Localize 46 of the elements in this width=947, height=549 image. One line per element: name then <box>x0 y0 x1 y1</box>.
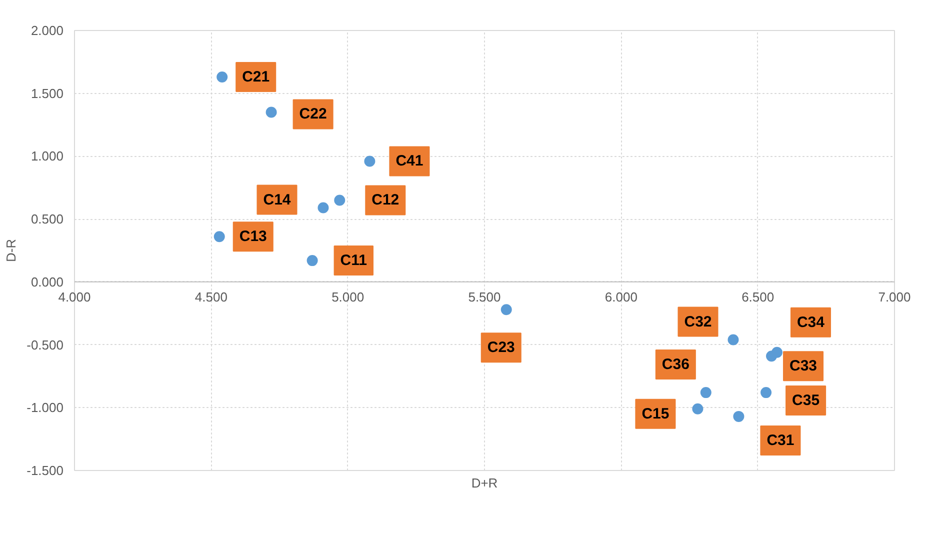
point <box>760 387 772 398</box>
annotation: C15 <box>642 405 670 422</box>
y-tick-label: 2.000 <box>30 23 64 38</box>
point <box>334 194 346 206</box>
y-tick-label: 0.500 <box>30 212 64 227</box>
point <box>766 350 777 362</box>
y-tick-label: 0.000 <box>30 274 64 290</box>
x-axis-title: D+R <box>471 476 498 490</box>
annotation: C13 <box>239 228 267 246</box>
x-tick-label: 6.000 <box>604 290 638 304</box>
x-tick-label: 4.500 <box>194 290 228 304</box>
annotation: C11 <box>340 252 368 270</box>
annotation: C32 <box>684 313 712 330</box>
point <box>692 403 704 414</box>
point <box>214 231 225 242</box>
annotation: C35 <box>792 392 820 410</box>
annotation: C41 <box>396 152 424 170</box>
point <box>364 156 376 167</box>
point <box>728 334 739 346</box>
point <box>216 72 228 83</box>
annotation: C14 <box>263 191 292 208</box>
x-tick-label: 7.000 <box>878 290 911 304</box>
annotation: C34 <box>796 314 826 331</box>
y-tick-label: -1.500 <box>26 463 64 478</box>
x-tick-label: 4.000 <box>58 290 91 304</box>
x-tick-label: 5.000 <box>332 290 364 304</box>
y-tick-label: 1.000 <box>30 148 64 164</box>
y-tick-label: 1.500 <box>30 86 64 101</box>
point <box>306 255 318 266</box>
annotation: C23 <box>487 339 515 356</box>
point <box>266 106 277 118</box>
annotation: C31 <box>766 432 794 449</box>
point <box>318 202 329 214</box>
annotation: C36 <box>662 356 690 374</box>
point <box>733 410 744 422</box>
y-tick-label: -1.000 <box>26 400 64 416</box>
x-tick-label: 6.500 <box>742 290 774 304</box>
annotation: C33 <box>790 358 818 375</box>
y-axis-title: D-R <box>4 238 19 262</box>
point <box>500 304 512 316</box>
point <box>700 387 712 398</box>
annotation: C22 <box>299 106 327 123</box>
x-tick-label: 5.500 <box>468 290 501 304</box>
annotation: C12 <box>372 192 400 209</box>
annotation: C21 <box>242 68 270 86</box>
y-tick-label: -0.500 <box>26 337 64 352</box>
